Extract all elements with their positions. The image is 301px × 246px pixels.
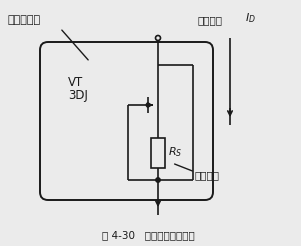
Circle shape xyxy=(146,103,150,107)
Text: $R_S$: $R_S$ xyxy=(168,145,182,159)
Text: $I_D$: $I_D$ xyxy=(245,11,256,25)
Text: 图 4-30   场效应管恒流电路: 图 4-30 场效应管恒流电路 xyxy=(102,230,194,240)
Text: VT: VT xyxy=(68,76,83,89)
Circle shape xyxy=(156,178,160,182)
Text: 用作恒流管: 用作恒流管 xyxy=(8,15,41,25)
Text: 3DJ: 3DJ xyxy=(68,90,88,103)
Text: 恒定电流: 恒定电流 xyxy=(198,15,223,25)
Text: 源极电阻: 源极电阻 xyxy=(195,170,220,180)
Bar xyxy=(151,138,165,168)
